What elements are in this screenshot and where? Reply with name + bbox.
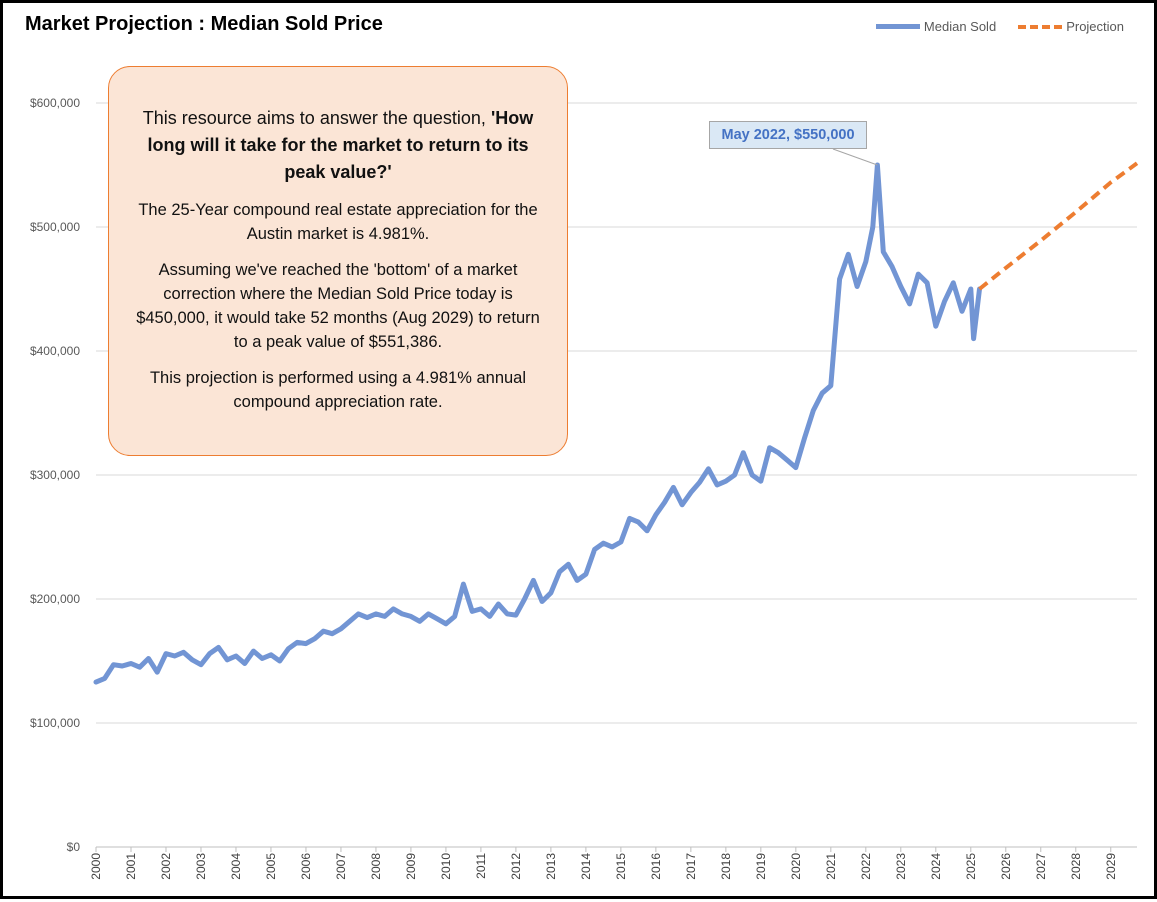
- x-tick-label: 2013: [544, 853, 558, 880]
- x-tick-label: 2008: [369, 853, 383, 880]
- x-tick-label: 2005: [264, 853, 278, 880]
- chart-title: Market Projection : Median Sold Price: [25, 13, 383, 35]
- x-tick-label: 2001: [124, 853, 138, 880]
- y-tick-label: $300,000: [30, 468, 80, 482]
- legend-item-median-sold: Median Sold: [875, 19, 997, 34]
- peak-callout: May 2022, $550,000: [709, 121, 867, 149]
- y-tick-label: $100,000: [30, 716, 80, 730]
- x-tick-label: 2012: [509, 853, 523, 880]
- x-tick-label: 2022: [859, 853, 873, 880]
- x-tick-label: 2021: [824, 853, 838, 880]
- info-paragraph-assumption: Assuming we've reached the 'bottom' of a…: [136, 261, 540, 351]
- x-tick-label: 2002: [159, 853, 173, 880]
- x-tick-label: 2011: [474, 853, 488, 879]
- x-tick-label: 2010: [439, 853, 453, 880]
- y-tick-label: $500,000: [30, 220, 80, 234]
- legend-item-projection: Projection: [1018, 19, 1124, 34]
- x-tick-label: 2016: [649, 853, 663, 880]
- series-line-projection: [978, 161, 1139, 291]
- x-tick-label: 2028: [1069, 853, 1083, 880]
- x-tick-label: 2014: [579, 853, 593, 880]
- x-tick-label: 2025: [964, 853, 978, 880]
- x-tick-label: 2029: [1104, 853, 1118, 880]
- y-tick-label: $600,000: [30, 96, 80, 110]
- x-tick-label: 2004: [229, 853, 243, 880]
- x-axis: 2000 2001 2002 2003 2004 2005 2006 2007 2008 2009…: [89, 847, 1118, 880]
- y-tick-label: $400,000: [30, 344, 80, 358]
- x-tick-label: 2007: [334, 853, 348, 880]
- info-question-bold: 'How long will it take for the market to…: [147, 108, 534, 182]
- x-tick-label: 2006: [299, 853, 313, 880]
- x-tick-label: 2009: [404, 853, 418, 880]
- x-tick-label: 2017: [684, 853, 698, 880]
- x-tick-label: 2027: [1034, 853, 1048, 880]
- x-tick-label: 2024: [929, 853, 943, 880]
- x-tick-label: 2023: [894, 853, 908, 880]
- info-paragraph-appreciation: The 25-Year compound real estate appreci…: [138, 201, 538, 243]
- info-question: This resource aims to answer the questio…: [131, 105, 545, 186]
- info-question-prefix: This resource aims to answer the questio…: [142, 108, 491, 128]
- info-paragraph-method: This projection is performed using a 4.9…: [149, 369, 527, 411]
- info-box: This resource aims to answer the questio…: [108, 66, 568, 456]
- x-tick-label: 2020: [789, 853, 803, 880]
- y-tick-label: $200,000: [30, 592, 80, 606]
- legend-swatch-projection: [1018, 24, 1063, 29]
- x-tick-label: 2026: [999, 853, 1013, 880]
- x-tick-label: 2018: [719, 853, 733, 880]
- y-axis: $0 $100,000 $200,000 $300,000 $400,000 $500,0…: [30, 96, 80, 854]
- y-tick-label: $0: [67, 840, 81, 854]
- callout-pointer: [832, 148, 878, 166]
- x-tick-label: 2015: [614, 853, 628, 880]
- series-line-median-sold: [93, 162, 982, 685]
- legend-swatch-median-sold: [875, 24, 920, 29]
- legend: Median Sold Projection: [875, 19, 1124, 34]
- x-tick-label: 2003: [194, 853, 208, 880]
- legend-label-projection: Projection: [1066, 19, 1124, 34]
- x-tick-label: 2000: [89, 853, 103, 880]
- legend-label-median-sold: Median Sold: [923, 19, 997, 34]
- x-tick-label: 2019: [754, 853, 768, 880]
- series-lines: [93, 161, 1139, 685]
